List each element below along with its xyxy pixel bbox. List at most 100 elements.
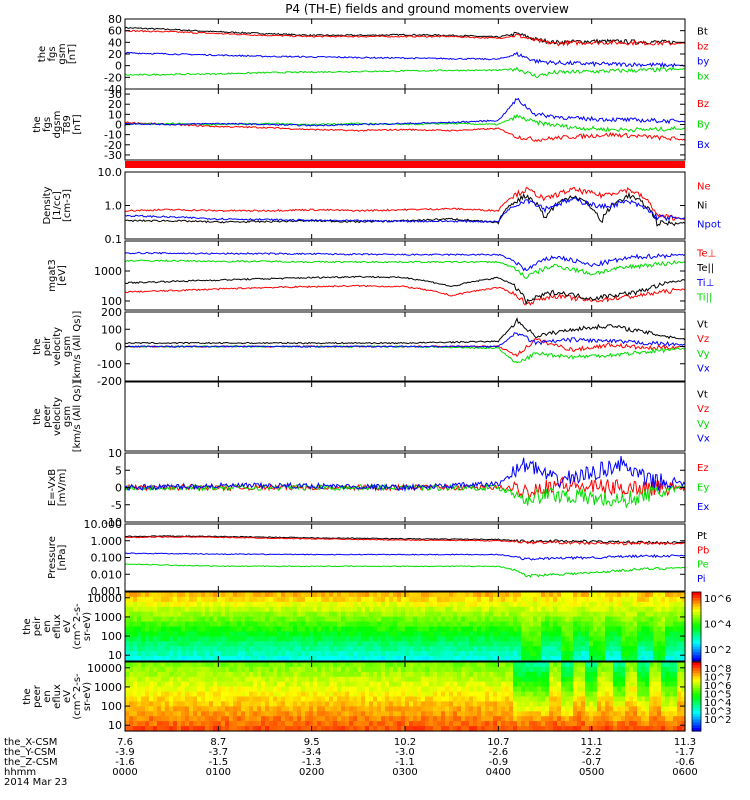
peer-spectrogram-cell	[277, 686, 282, 693]
peer-spectrogram-cell	[297, 686, 302, 693]
peer-spectrogram-cell	[625, 691, 630, 698]
peer-spectrogram-cell	[453, 686, 458, 693]
peer-spectrogram-cell	[573, 662, 578, 668]
peir-spectrogram-cell	[349, 636, 354, 642]
peir-spectrogram-cell	[341, 596, 346, 603]
peir-spectrogram-cell	[305, 631, 310, 637]
peer-spectrogram-cell	[381, 706, 386, 712]
peer-spectrogram-cell	[613, 706, 618, 712]
peir-spectrogram-colorbar-swatch	[692, 603, 701, 607]
peer-spectrogram-cell	[281, 691, 286, 698]
peir-spectrogram-cell	[221, 631, 226, 637]
peir-spectrogram-cell	[585, 592, 590, 598]
peer-spectrogram-cell	[557, 706, 562, 712]
peir-spectrogram-cell	[649, 636, 654, 642]
peir-spectrogram-cell	[157, 611, 162, 618]
peir-spectrogram-cell	[569, 601, 574, 608]
density-ylabel-line: [1/cc]	[52, 191, 63, 220]
peir-spectrogram-cell	[545, 631, 550, 637]
peir-spectrogram-cell	[485, 611, 490, 618]
peir-spectrogram-cell	[481, 641, 486, 647]
peer-spectrogram-cell	[385, 706, 390, 712]
peir-spectrogram-cell	[153, 592, 158, 598]
peir-spectrogram-cell	[365, 592, 370, 598]
peer-spectrogram-colorbar-swatch	[692, 710, 701, 715]
peer-spectrogram-cell	[149, 706, 154, 712]
peir-spectrogram-cell	[333, 606, 338, 613]
peir-spectrogram-cell	[281, 601, 286, 608]
peer-spectrogram-cell	[441, 671, 446, 678]
peir-spectrogram-cell	[145, 621, 150, 628]
peir-spectrogram-cell	[225, 596, 230, 603]
peir-spectrogram-cell	[397, 601, 402, 608]
peer-spectrogram-cell	[281, 711, 286, 717]
peer-spectrogram-cell	[397, 711, 402, 717]
peir-spectrogram-cell	[361, 631, 366, 637]
pressure-legend-pe: Pe	[697, 560, 709, 571]
peir-spectrogram-cell	[597, 626, 602, 632]
peer-spectrogram-cell	[605, 711, 610, 717]
peer-spectrogram-cell	[245, 701, 250, 707]
peir-spectrogram-cell	[209, 621, 214, 628]
peer-spectrogram-cell	[369, 676, 374, 683]
peir-spectrogram-cell	[233, 641, 238, 647]
peer-spectrogram-cell	[245, 691, 250, 698]
peer-spectrogram-cell	[457, 696, 462, 702]
peir-spectrogram-cell	[277, 592, 282, 598]
peir-spectrogram-cell	[629, 656, 634, 662]
peir-spectrogram-cell	[193, 596, 198, 603]
peer-spectrogram-cell	[133, 701, 138, 707]
peir-spectrogram-cell	[349, 606, 354, 613]
peir-spectrogram-cell	[617, 636, 622, 642]
peir-spectrogram-cell	[633, 601, 638, 608]
peer-spectrogram-cell	[409, 706, 414, 712]
peer-spectrogram-cell	[577, 681, 582, 688]
peer-spectrogram-cell	[393, 676, 398, 683]
peer-spectrogram-cell	[361, 726, 366, 732]
peir-spectrogram-cell	[169, 621, 174, 628]
peir-spectrogram-cell	[349, 626, 354, 632]
peir-spectrogram-cell	[281, 592, 286, 598]
peir-spectrogram-cell	[565, 646, 570, 652]
peir-spectrogram-cell	[485, 641, 490, 647]
peir-spectrogram-cell	[197, 646, 202, 652]
peir-spectrogram-cell	[469, 601, 474, 608]
peir-spectrogram-cell	[329, 621, 334, 628]
peer-spectrogram-cell	[249, 711, 254, 717]
peer-spectrogram-cell	[377, 666, 382, 673]
peer-spectrogram-cell	[373, 686, 378, 693]
peer-spectrogram-cell	[601, 721, 606, 727]
peer-spectrogram-cell	[561, 701, 566, 707]
peer-spectrogram-cell	[317, 706, 322, 712]
peir-spectrogram-cell	[129, 641, 134, 647]
peer-spectrogram-cell	[501, 716, 506, 722]
peer-spectrogram-cell	[277, 662, 282, 668]
peer-spectrogram-cell	[261, 701, 266, 707]
peer-spectrogram-cell	[413, 681, 418, 688]
peir-spectrogram-cell	[341, 616, 346, 623]
peir-spectrogram-cell	[401, 611, 406, 618]
peir-spectrogram-cell	[465, 601, 470, 608]
peer-spectrogram-cell	[493, 666, 498, 673]
peer-spectrogram-cell	[537, 676, 542, 683]
peir-spectrogram-cell	[337, 636, 342, 642]
peir-spectrogram-cell	[385, 636, 390, 642]
peer-spectrogram-cell	[341, 691, 346, 698]
peer-spectrogram-cell	[541, 671, 546, 678]
peir-spectrogram-cell	[133, 592, 138, 598]
peer-spectrogram-cell	[333, 676, 338, 683]
peer-spectrogram-cell	[629, 662, 634, 668]
peir-spectrogram-cell	[517, 636, 522, 642]
peir-spectrogram-cell	[617, 606, 622, 613]
peer-spectrogram-cell	[481, 671, 486, 678]
peir-spectrogram-cell	[633, 616, 638, 623]
peer-spectrogram-cell	[285, 691, 290, 698]
peir-spectrogram-cell	[585, 601, 590, 608]
peer-spectrogram-cell	[221, 716, 226, 722]
peir-spectrogram-cell	[489, 611, 494, 618]
peer-spectrogram-cell	[201, 726, 206, 732]
peer-spectrogram-cell	[489, 686, 494, 693]
peer-spectrogram-cell	[261, 711, 266, 717]
peir-spectrogram-cell	[677, 601, 682, 608]
peer-spectrogram-cell	[413, 666, 418, 673]
